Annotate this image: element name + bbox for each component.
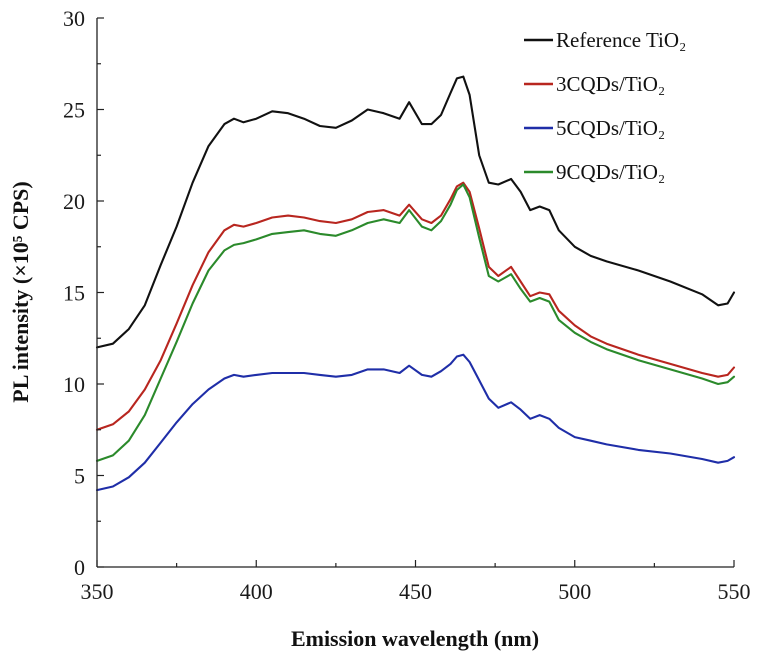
x-axis-title: Emission wavelength (nm) <box>291 626 539 651</box>
legend-label: 3CQDs/TiO₂ <box>556 72 665 96</box>
y-tick-label: 15 <box>63 281 85 306</box>
series-line-3 <box>95 353 736 492</box>
legend: Reference TiO₂ 3CQDs/TiO₂ 5CQDs/TiO₂ 9CQDs/… <box>524 28 686 184</box>
legend-label: Reference TiO₂ <box>556 28 686 52</box>
y-tick-label: 5 <box>74 464 85 489</box>
x-tick-label: 450 <box>399 579 432 604</box>
x-tick-label: 500 <box>558 579 591 604</box>
y-tick-label: 30 <box>63 6 85 31</box>
ticks: 0 5 10 15 20 25 30 350 400 450 500 550 <box>63 6 751 604</box>
y-axis-title: PL intensity (×10⁵ CPS) <box>8 181 33 402</box>
legend-label: 9CQDs/TiO₂ <box>556 160 665 184</box>
axes <box>96 18 734 568</box>
series-line-4 <box>95 183 736 462</box>
series-line-1 <box>95 75 736 349</box>
y-tick-label: 10 <box>63 372 85 397</box>
legend-label: 5CQDs/TiO₂ <box>556 116 665 140</box>
y-tick-label: 25 <box>63 98 85 123</box>
series-line-2 <box>95 181 736 431</box>
x-tick-label: 550 <box>718 579 751 604</box>
x-tick-label: 350 <box>81 579 114 604</box>
y-tick-label: 20 <box>63 189 85 214</box>
x-tick-label: 400 <box>240 579 273 604</box>
series-group <box>95 75 736 492</box>
y-tick-label: 0 <box>74 555 85 580</box>
